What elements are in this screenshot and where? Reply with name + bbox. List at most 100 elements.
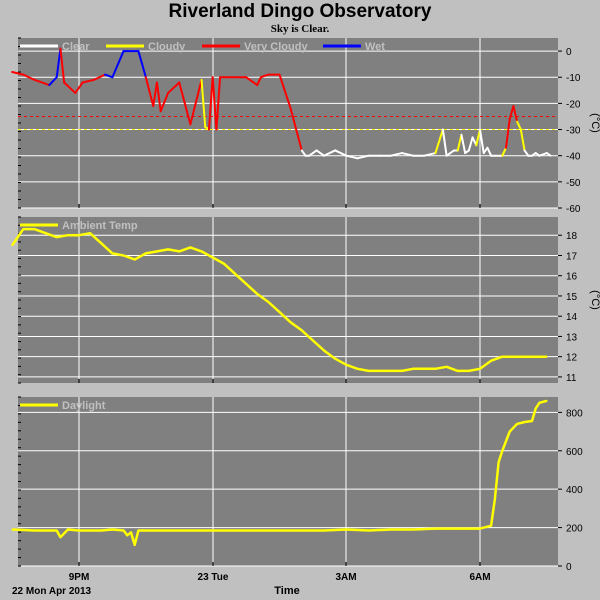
ambient-point [189, 246, 192, 249]
daylight-point [323, 529, 325, 532]
ambient-point [289, 321, 292, 324]
y-tick-label: 0 [566, 47, 572, 58]
ambient-point [256, 293, 259, 295]
daylight-point [137, 529, 140, 532]
ambient-point [534, 355, 537, 358]
daylight-point [531, 420, 533, 422]
sky-temp-segment [200, 78, 207, 128]
sky-temp-segment [178, 81, 192, 126]
sky-temp-segment [475, 128, 481, 147]
ambient-point [412, 368, 414, 370]
y-tick-label: 11 [566, 373, 577, 384]
panel-background [18, 217, 558, 383]
sky-temp-segment [501, 146, 507, 157]
sky-temp-segment [289, 107, 303, 152]
y-tick-label: 600 [566, 447, 583, 458]
ambient-point [312, 339, 314, 342]
sky-temp-segment [486, 146, 493, 157]
daylight-point [534, 407, 537, 410]
daylight-point [501, 449, 504, 452]
ambient-point [468, 370, 470, 372]
sky-temp-segment [103, 73, 114, 79]
daylight-point [345, 528, 348, 531]
daylight-point [55, 529, 58, 532]
daylight-point [256, 529, 259, 532]
x-axis-label: Time [274, 585, 299, 597]
legend-label: Wet [365, 41, 385, 53]
sky-temp-segment [245, 76, 259, 87]
ambient-point [267, 301, 270, 303]
ambient-point [89, 232, 91, 234]
sky-temp-segment [519, 128, 526, 152]
sky-temp-segment [467, 136, 474, 152]
y-tick-label: 400 [566, 485, 583, 496]
daylight-point [133, 544, 136, 546]
ambient-point [78, 234, 80, 237]
ambient-point [523, 355, 526, 358]
ambient-point [479, 368, 481, 370]
y-tick-label: 800 [566, 408, 583, 419]
ambient-point [22, 228, 25, 230]
sky-temp-segment [334, 149, 348, 157]
ambient-point [401, 370, 403, 372]
sky-temp-segment [345, 154, 359, 160]
sky-temp-segment [189, 78, 203, 126]
page-title: Riverland Dingo Observatory [168, 1, 432, 22]
sky-temp-segment [423, 152, 437, 157]
sky-temp-segment [152, 81, 158, 107]
y-tick-label: 14 [566, 312, 578, 323]
ambient-point [367, 370, 370, 372]
ambient-point [178, 250, 181, 253]
ambient-point [234, 272, 236, 275]
y-tick-label: 12 [566, 353, 578, 364]
ambient-point [122, 254, 125, 257]
sky-temp-segment [55, 47, 62, 79]
sky-temp-segment [144, 76, 155, 107]
sky-temp-segment [74, 81, 84, 94]
panel-background [18, 397, 558, 566]
sky-temp-segment [545, 152, 552, 157]
sky-temp-segment [22, 73, 36, 81]
y-tick-label: 200 [566, 524, 583, 535]
y-tick-label: 17 [566, 251, 578, 262]
y-tick-label: -50 [566, 178, 581, 189]
y-axis-label: (°C) [589, 290, 600, 310]
ambient-point [133, 258, 136, 261]
ambient-point [211, 256, 214, 259]
ambient-point [223, 262, 225, 265]
x-tick-label: 9PM [69, 572, 90, 583]
ambient-point [245, 283, 247, 285]
y-tick-label: 15 [566, 292, 578, 303]
ambient-point [423, 368, 426, 370]
sky-temp-segment [300, 149, 307, 157]
ambient-point [546, 355, 548, 358]
daylight-point [497, 461, 500, 464]
y-tick-label: 18 [566, 231, 578, 242]
sky-temp-segment [63, 81, 77, 94]
sky-temp-segment [92, 73, 106, 81]
legend-label: Daylight [62, 400, 106, 412]
ambient-point [334, 357, 336, 360]
ambient-point [378, 370, 381, 372]
daylight-point [490, 524, 492, 527]
daylight-point [100, 529, 103, 532]
daylight-point [300, 529, 303, 532]
daylight-point [278, 529, 281, 532]
y-tick-label: 13 [566, 332, 578, 343]
legend-label: Cloudy [148, 41, 186, 53]
y-axis-label: (°C) [589, 113, 600, 133]
sky-temp-segment [516, 120, 522, 131]
ambient-point [456, 370, 459, 372]
legend-label: Very Cloudy [244, 41, 308, 53]
sky-temp-segment [137, 50, 147, 79]
daylight-line [12, 399, 548, 547]
sky-status-subtitle: Sky is Clear. [270, 23, 330, 35]
sky-temp-segment [315, 149, 326, 157]
x-tick-label: 3AM [335, 572, 356, 583]
ambient-point [356, 368, 359, 370]
sky-temp-segment [460, 133, 467, 155]
daylight-point [78, 529, 80, 532]
y-tick-label: -30 [566, 126, 581, 137]
daylight-point [189, 529, 192, 532]
